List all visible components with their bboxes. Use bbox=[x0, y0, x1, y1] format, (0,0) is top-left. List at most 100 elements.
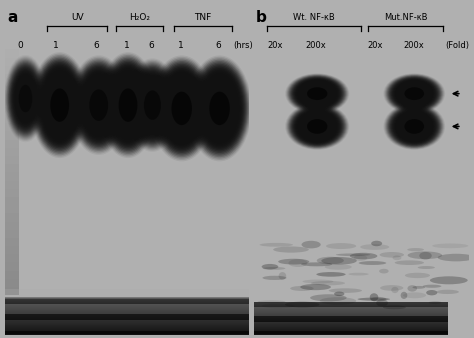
Ellipse shape bbox=[297, 80, 337, 107]
Ellipse shape bbox=[391, 108, 438, 145]
Ellipse shape bbox=[132, 68, 173, 142]
Text: 1: 1 bbox=[178, 41, 183, 50]
Bar bbox=[5, 322, 249, 323]
Bar bbox=[5, 330, 249, 331]
Ellipse shape bbox=[437, 290, 459, 294]
Text: 200x: 200x bbox=[404, 41, 425, 50]
Ellipse shape bbox=[101, 56, 155, 154]
Ellipse shape bbox=[195, 67, 244, 150]
Bar bbox=[5, 314, 249, 316]
Bar bbox=[5, 310, 249, 311]
Ellipse shape bbox=[395, 111, 434, 142]
Bar bbox=[5, 49, 19, 57]
Bar bbox=[254, 333, 447, 335]
Ellipse shape bbox=[82, 74, 116, 137]
Ellipse shape bbox=[110, 70, 146, 140]
Ellipse shape bbox=[191, 61, 248, 156]
Ellipse shape bbox=[297, 111, 337, 142]
Ellipse shape bbox=[263, 267, 285, 270]
Ellipse shape bbox=[105, 62, 151, 148]
Ellipse shape bbox=[165, 78, 198, 139]
Bar bbox=[254, 311, 447, 312]
Ellipse shape bbox=[210, 92, 230, 125]
Ellipse shape bbox=[387, 105, 441, 147]
Ellipse shape bbox=[285, 73, 349, 114]
Bar bbox=[5, 323, 249, 324]
Ellipse shape bbox=[187, 55, 252, 161]
Ellipse shape bbox=[397, 81, 431, 106]
Bar bbox=[5, 246, 19, 254]
Ellipse shape bbox=[384, 74, 444, 113]
Bar bbox=[254, 329, 447, 330]
Ellipse shape bbox=[384, 104, 444, 149]
Bar bbox=[5, 327, 249, 328]
Ellipse shape bbox=[102, 58, 154, 152]
Ellipse shape bbox=[164, 76, 199, 141]
Text: 1: 1 bbox=[124, 41, 130, 50]
Ellipse shape bbox=[399, 82, 429, 105]
Ellipse shape bbox=[301, 82, 334, 105]
Bar bbox=[254, 321, 447, 322]
Ellipse shape bbox=[288, 75, 346, 112]
Bar bbox=[254, 331, 447, 332]
Ellipse shape bbox=[89, 89, 108, 121]
Bar bbox=[5, 311, 249, 312]
Ellipse shape bbox=[135, 72, 170, 138]
Bar bbox=[5, 172, 19, 180]
Ellipse shape bbox=[109, 68, 148, 143]
Bar bbox=[5, 309, 249, 310]
Bar bbox=[5, 329, 249, 330]
Ellipse shape bbox=[386, 105, 442, 148]
Ellipse shape bbox=[188, 57, 251, 160]
Bar bbox=[5, 300, 249, 301]
Bar bbox=[254, 316, 447, 317]
Text: a: a bbox=[7, 10, 18, 25]
Bar bbox=[5, 140, 19, 148]
Ellipse shape bbox=[412, 286, 425, 289]
Ellipse shape bbox=[198, 71, 241, 146]
Ellipse shape bbox=[104, 61, 152, 150]
Ellipse shape bbox=[189, 58, 250, 159]
Ellipse shape bbox=[37, 63, 82, 147]
Ellipse shape bbox=[287, 104, 347, 149]
Bar bbox=[5, 317, 249, 319]
Ellipse shape bbox=[130, 66, 174, 144]
Bar bbox=[5, 287, 19, 295]
Ellipse shape bbox=[389, 107, 439, 146]
Bar bbox=[5, 189, 19, 197]
Bar bbox=[5, 271, 19, 279]
Ellipse shape bbox=[100, 55, 156, 155]
Ellipse shape bbox=[108, 66, 149, 144]
Bar bbox=[254, 328, 447, 329]
Ellipse shape bbox=[290, 106, 345, 147]
Ellipse shape bbox=[154, 61, 210, 156]
Ellipse shape bbox=[7, 59, 45, 138]
Ellipse shape bbox=[396, 80, 433, 107]
Ellipse shape bbox=[9, 63, 42, 134]
Ellipse shape bbox=[138, 77, 167, 134]
Ellipse shape bbox=[257, 300, 285, 303]
Bar bbox=[5, 304, 249, 306]
Ellipse shape bbox=[74, 63, 123, 147]
Ellipse shape bbox=[311, 281, 345, 285]
Bar bbox=[5, 306, 249, 307]
Ellipse shape bbox=[201, 75, 238, 142]
Bar bbox=[254, 324, 447, 325]
Ellipse shape bbox=[150, 57, 213, 160]
Text: UV: UV bbox=[71, 13, 84, 22]
Bar bbox=[5, 230, 19, 238]
Ellipse shape bbox=[11, 68, 40, 129]
Ellipse shape bbox=[301, 241, 321, 248]
Ellipse shape bbox=[290, 286, 314, 291]
Ellipse shape bbox=[136, 73, 170, 137]
Ellipse shape bbox=[295, 79, 339, 108]
Bar bbox=[5, 331, 249, 332]
Text: 6: 6 bbox=[93, 41, 99, 50]
Ellipse shape bbox=[197, 69, 242, 147]
Ellipse shape bbox=[41, 69, 79, 141]
Ellipse shape bbox=[7, 61, 44, 137]
Ellipse shape bbox=[70, 56, 128, 154]
Bar bbox=[5, 131, 19, 140]
Bar bbox=[254, 325, 447, 326]
Bar bbox=[254, 319, 447, 320]
